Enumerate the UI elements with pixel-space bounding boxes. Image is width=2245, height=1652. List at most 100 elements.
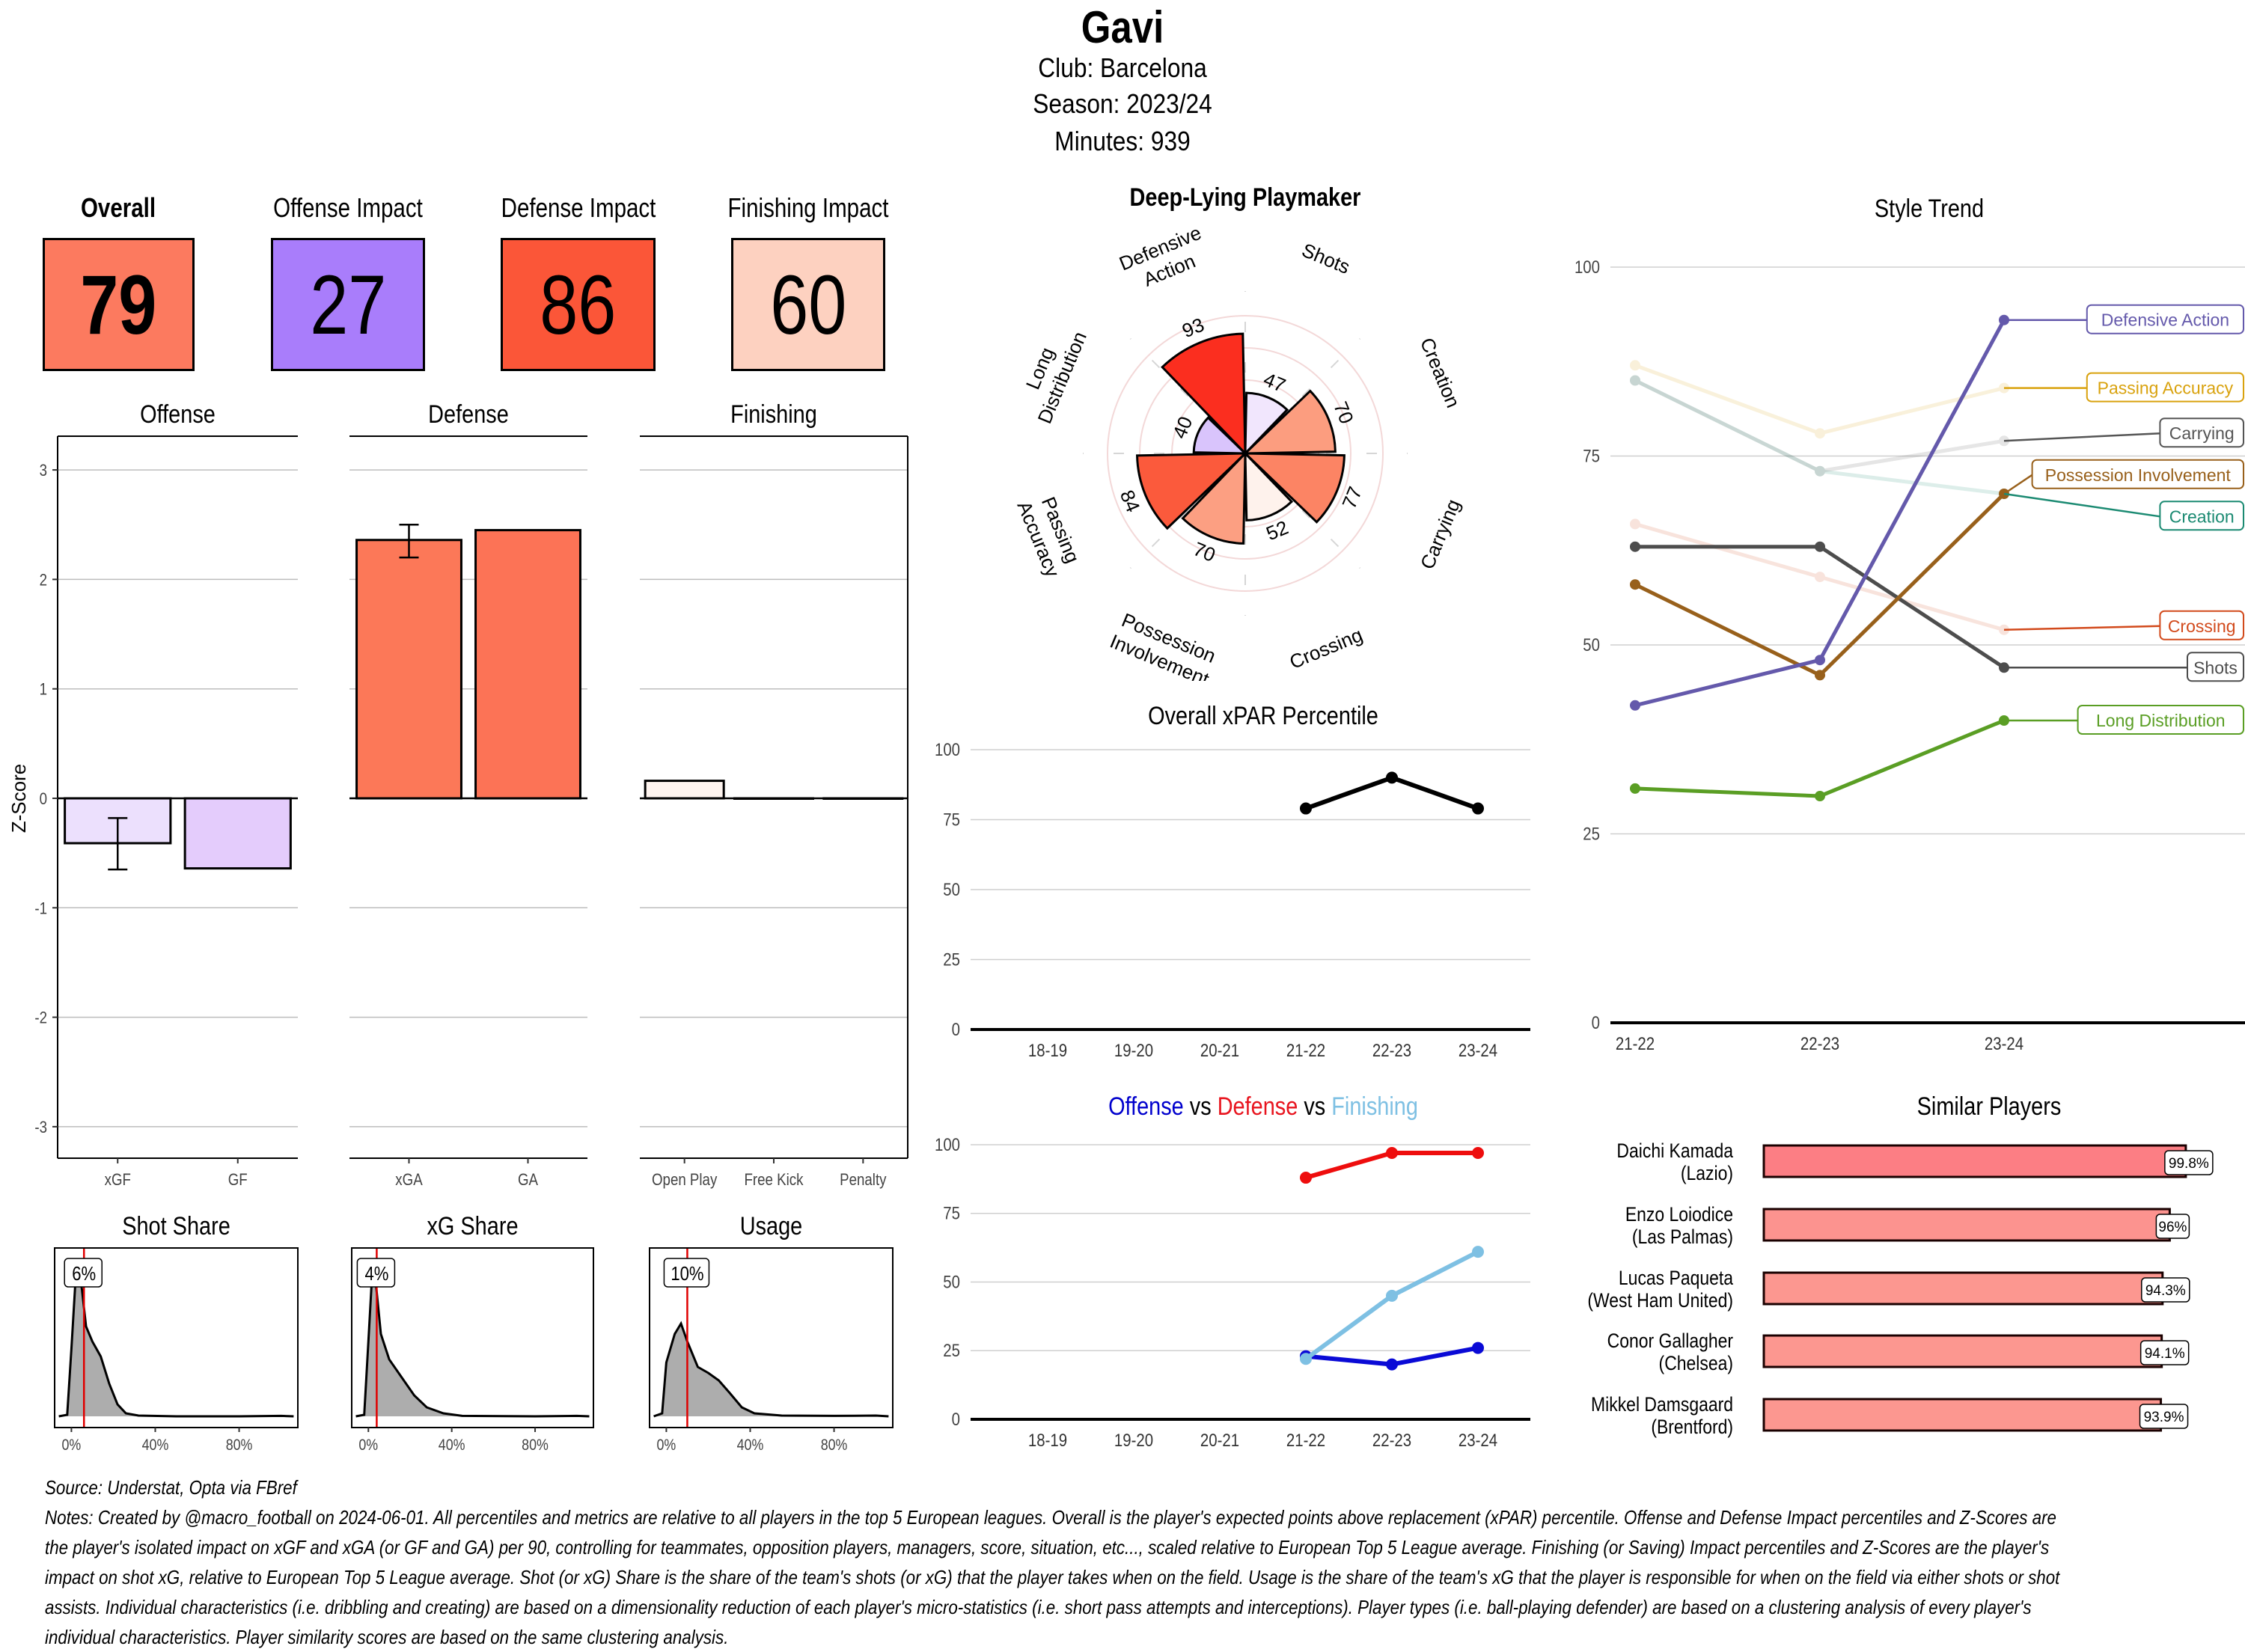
radar-grid-circle: [1107, 315, 1384, 592]
zscore-panel-defense: Defense xGA GA: [349, 400, 587, 1190]
source-line: Source: Understat, Opta via FBref: [45, 1476, 297, 1499]
radar-grid-circle: [1139, 347, 1351, 560]
similarity-label: 94.1%: [2145, 1346, 2185, 1362]
data-point: [1815, 465, 1825, 477]
radar-category-label: Creation: [1416, 334, 1464, 411]
x-tick-label: GA: [518, 1172, 538, 1190]
marker-label-box: [663, 1258, 710, 1288]
radar-value-label: 70: [1190, 537, 1218, 566]
x-tick-label: 23-24: [1985, 1033, 2023, 1053]
bar-xga: [355, 539, 462, 800]
radar-category-label: PassingAccuracy: [1012, 489, 1086, 581]
data-point: [1630, 375, 1640, 386]
y-tick-label: 100: [935, 1134, 960, 1154]
similar-player-row: Daichi Kamada(Lazio) 99.8%: [1616, 1139, 2214, 1184]
data-point: [1630, 360, 1640, 371]
label-connector: [2003, 432, 2160, 442]
panel-title: Offense: [140, 400, 216, 429]
player-name: Gavi: [1081, 2, 1164, 52]
x-tick-label: 40%: [439, 1437, 465, 1454]
similarity-label-box: [2164, 1150, 2214, 1175]
similar-players-title: Similar Players: [1917, 1092, 2062, 1121]
data-point: [1815, 541, 1825, 552]
data-point: [1630, 375, 1640, 386]
marker-label: 6%: [72, 1263, 96, 1285]
radar-spoke: [1129, 337, 1246, 454]
data-point: [1386, 1147, 1398, 1160]
data-point: [1300, 1172, 1312, 1184]
y-tick-label: 1: [40, 681, 47, 699]
series-defensive-action: [1630, 314, 2009, 711]
data-point: [1472, 1342, 1484, 1354]
x-tick-label: 0%: [657, 1437, 676, 1454]
similarity-label: 94.3%: [2145, 1283, 2186, 1299]
score-box-finishing: 60: [731, 238, 885, 371]
radar-wedge-creation: [1242, 389, 1337, 455]
series-label-box: [2159, 501, 2245, 531]
x-tick-label: Free Kick: [745, 1172, 804, 1190]
series-line: [1634, 379, 2005, 474]
bar-open-play: [644, 780, 725, 800]
data-point: [1630, 700, 1640, 711]
data-point: [1300, 802, 1312, 815]
x-tick-label: 21-22: [1616, 1033, 1655, 1053]
series-long-distribution: [1630, 715, 2009, 801]
radar-wedge-shots: [1244, 391, 1289, 456]
x-tick-label: 23-24: [1459, 1430, 1497, 1450]
score-box-overall: 79: [43, 238, 195, 371]
series-label: Defensive Action: [2101, 310, 2229, 330]
series-label: Creation: [2169, 507, 2235, 526]
similarity-label-box: [2139, 1340, 2190, 1365]
season-line: Season: 2023/24: [1033, 88, 1212, 119]
y-tick-label: 25: [1583, 824, 1600, 844]
x-tick-label: 18-19: [1028, 1040, 1067, 1060]
radar-value-label: 93: [1179, 313, 1207, 342]
marker-label: 10%: [671, 1263, 703, 1285]
similarity-label-box: [2141, 1277, 2190, 1303]
similarity-label-box: [2139, 1404, 2189, 1429]
radar-value-label: 77: [1337, 483, 1366, 512]
panel-border: [649, 1247, 894, 1428]
radar-spoke: [1244, 337, 1361, 454]
y-tick-label: 75: [943, 810, 960, 830]
series-label-box: [2086, 372, 2244, 403]
series-carrying: [1630, 375, 2009, 477]
score-value-overall: 79: [80, 257, 157, 352]
x-tick-label: 0%: [62, 1437, 82, 1454]
minutes-line: Minutes: 939: [1054, 126, 1191, 156]
data-point: [1386, 1289, 1398, 1302]
label-connector: [2003, 474, 2033, 495]
style-trend-chart: Style Trend 0 25 50 75 100 21-22 22-23 23-24 Def…: [1574, 194, 2245, 1053]
y-tick-label: 0: [952, 1019, 960, 1039]
radar-category-label: DefensiveAction: [1116, 221, 1214, 298]
y-tick-label: -3: [34, 1119, 47, 1137]
similar-players-chart: Similar Players Daichi Kamada(Lazio) 99.8…: [1587, 1092, 2214, 1438]
radar-value-label: 52: [1263, 516, 1292, 545]
player-name: Mikkel Damsgaard: [1591, 1393, 1733, 1416]
panel-title: Shot Share: [122, 1211, 230, 1240]
radar-spoke: [1129, 453, 1246, 569]
player-club: (Brentford): [1651, 1416, 1733, 1438]
zscore-panel-offense: Offense 3 2 1 0 -1 -2 -3 xGF GF: [34, 400, 298, 1189]
notes-line: impact on shot xG, relative to European …: [45, 1566, 2060, 1588]
panel-title: Usage: [740, 1211, 803, 1240]
x-tick-label: 21-22: [1286, 1040, 1325, 1060]
y-tick-label: 75: [943, 1203, 960, 1223]
similarity-label: 99.8%: [2169, 1156, 2209, 1172]
panel-border: [54, 1247, 299, 1428]
series-shots: [1630, 541, 2009, 673]
data-point: [1630, 783, 1640, 794]
series-line: [1634, 319, 2006, 708]
y-tick-label: 0: [1592, 1012, 1600, 1032]
data-point: [1815, 572, 1825, 583]
series-label: Shots: [2193, 658, 2238, 677]
series-line: [1304, 1249, 1479, 1361]
x-tick-label: 20-21: [1200, 1040, 1239, 1060]
player-club: (West Ham United): [1587, 1289, 1733, 1312]
data-point: [1815, 670, 1825, 681]
density-panel-xg-share: xG Share 4% 0% 40% 80%: [351, 1211, 594, 1454]
zscore-bar-chart: Z-Score Offense 3 2 1 0 -1 -2 -3 xGF GF Defense xGA…: [7, 400, 908, 1190]
y-tick-label: 100: [935, 739, 960, 759]
marker-label: 4%: [364, 1263, 388, 1285]
data-point: [1472, 1246, 1484, 1258]
